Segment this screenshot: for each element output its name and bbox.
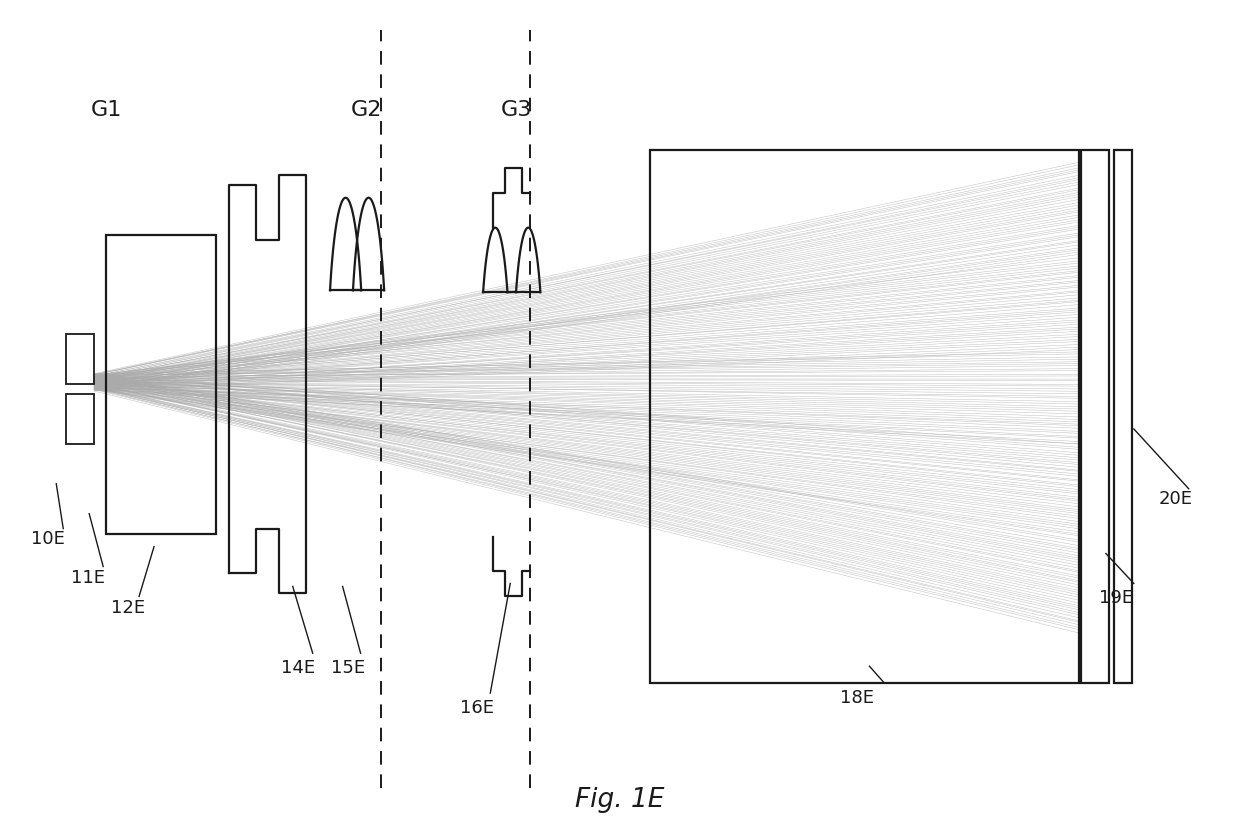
Bar (1081, 150, 1109, 683)
Text: Fig. 1E: Fig. 1E (575, 787, 665, 813)
Text: 14E: 14E (280, 659, 315, 677)
Text: 16E: 16E (460, 699, 495, 717)
Text: 12E: 12E (112, 599, 145, 618)
Text: G2: G2 (351, 100, 382, 120)
Text: 18E: 18E (839, 689, 873, 707)
Text: G3: G3 (500, 100, 532, 120)
Text: 10E: 10E (31, 529, 66, 548)
Bar (107, 235, 216, 534)
Text: 20E: 20E (1159, 490, 1193, 508)
Bar (66, 394, 94, 444)
Bar (1114, 150, 1132, 683)
Text: 19E: 19E (1099, 590, 1133, 607)
Text: G1: G1 (92, 100, 123, 120)
Bar (650, 150, 1079, 683)
Text: 15E: 15E (331, 659, 365, 677)
Bar (66, 334, 94, 384)
Text: 11E: 11E (71, 570, 105, 587)
